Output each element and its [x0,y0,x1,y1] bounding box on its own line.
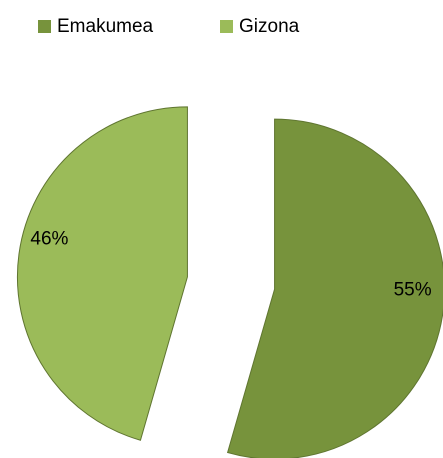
pie-slice [16,106,188,441]
legend-label: Gizona [239,16,300,37]
data-label: 55% [394,280,432,301]
legend-swatch [220,20,233,33]
legend-swatch [38,20,51,33]
legend-label: Emakumea [57,16,154,37]
data-label: 46% [30,228,68,249]
